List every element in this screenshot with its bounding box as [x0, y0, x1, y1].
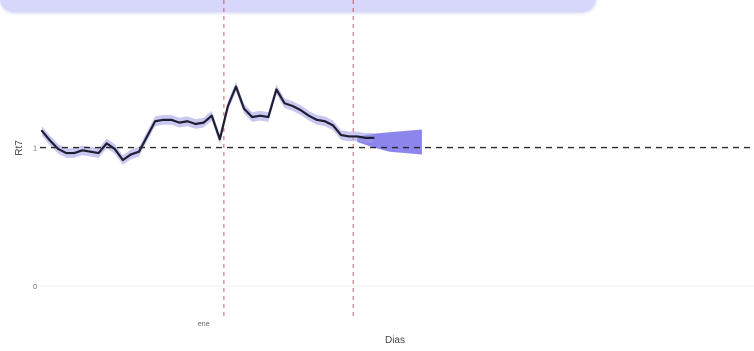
- y-tick-label-1: 1: [33, 146, 37, 153]
- header-banner: [0, 0, 596, 12]
- y-tick-label-0: 0: [33, 284, 37, 291]
- x-axis-title: Dias: [385, 335, 405, 346]
- rt7-series-line: [40, 85, 375, 162]
- x-tick-label-ene: ene: [198, 321, 210, 328]
- y-axis-title: Rt7: [14, 140, 25, 156]
- confidence-ribbon: [42, 81, 374, 165]
